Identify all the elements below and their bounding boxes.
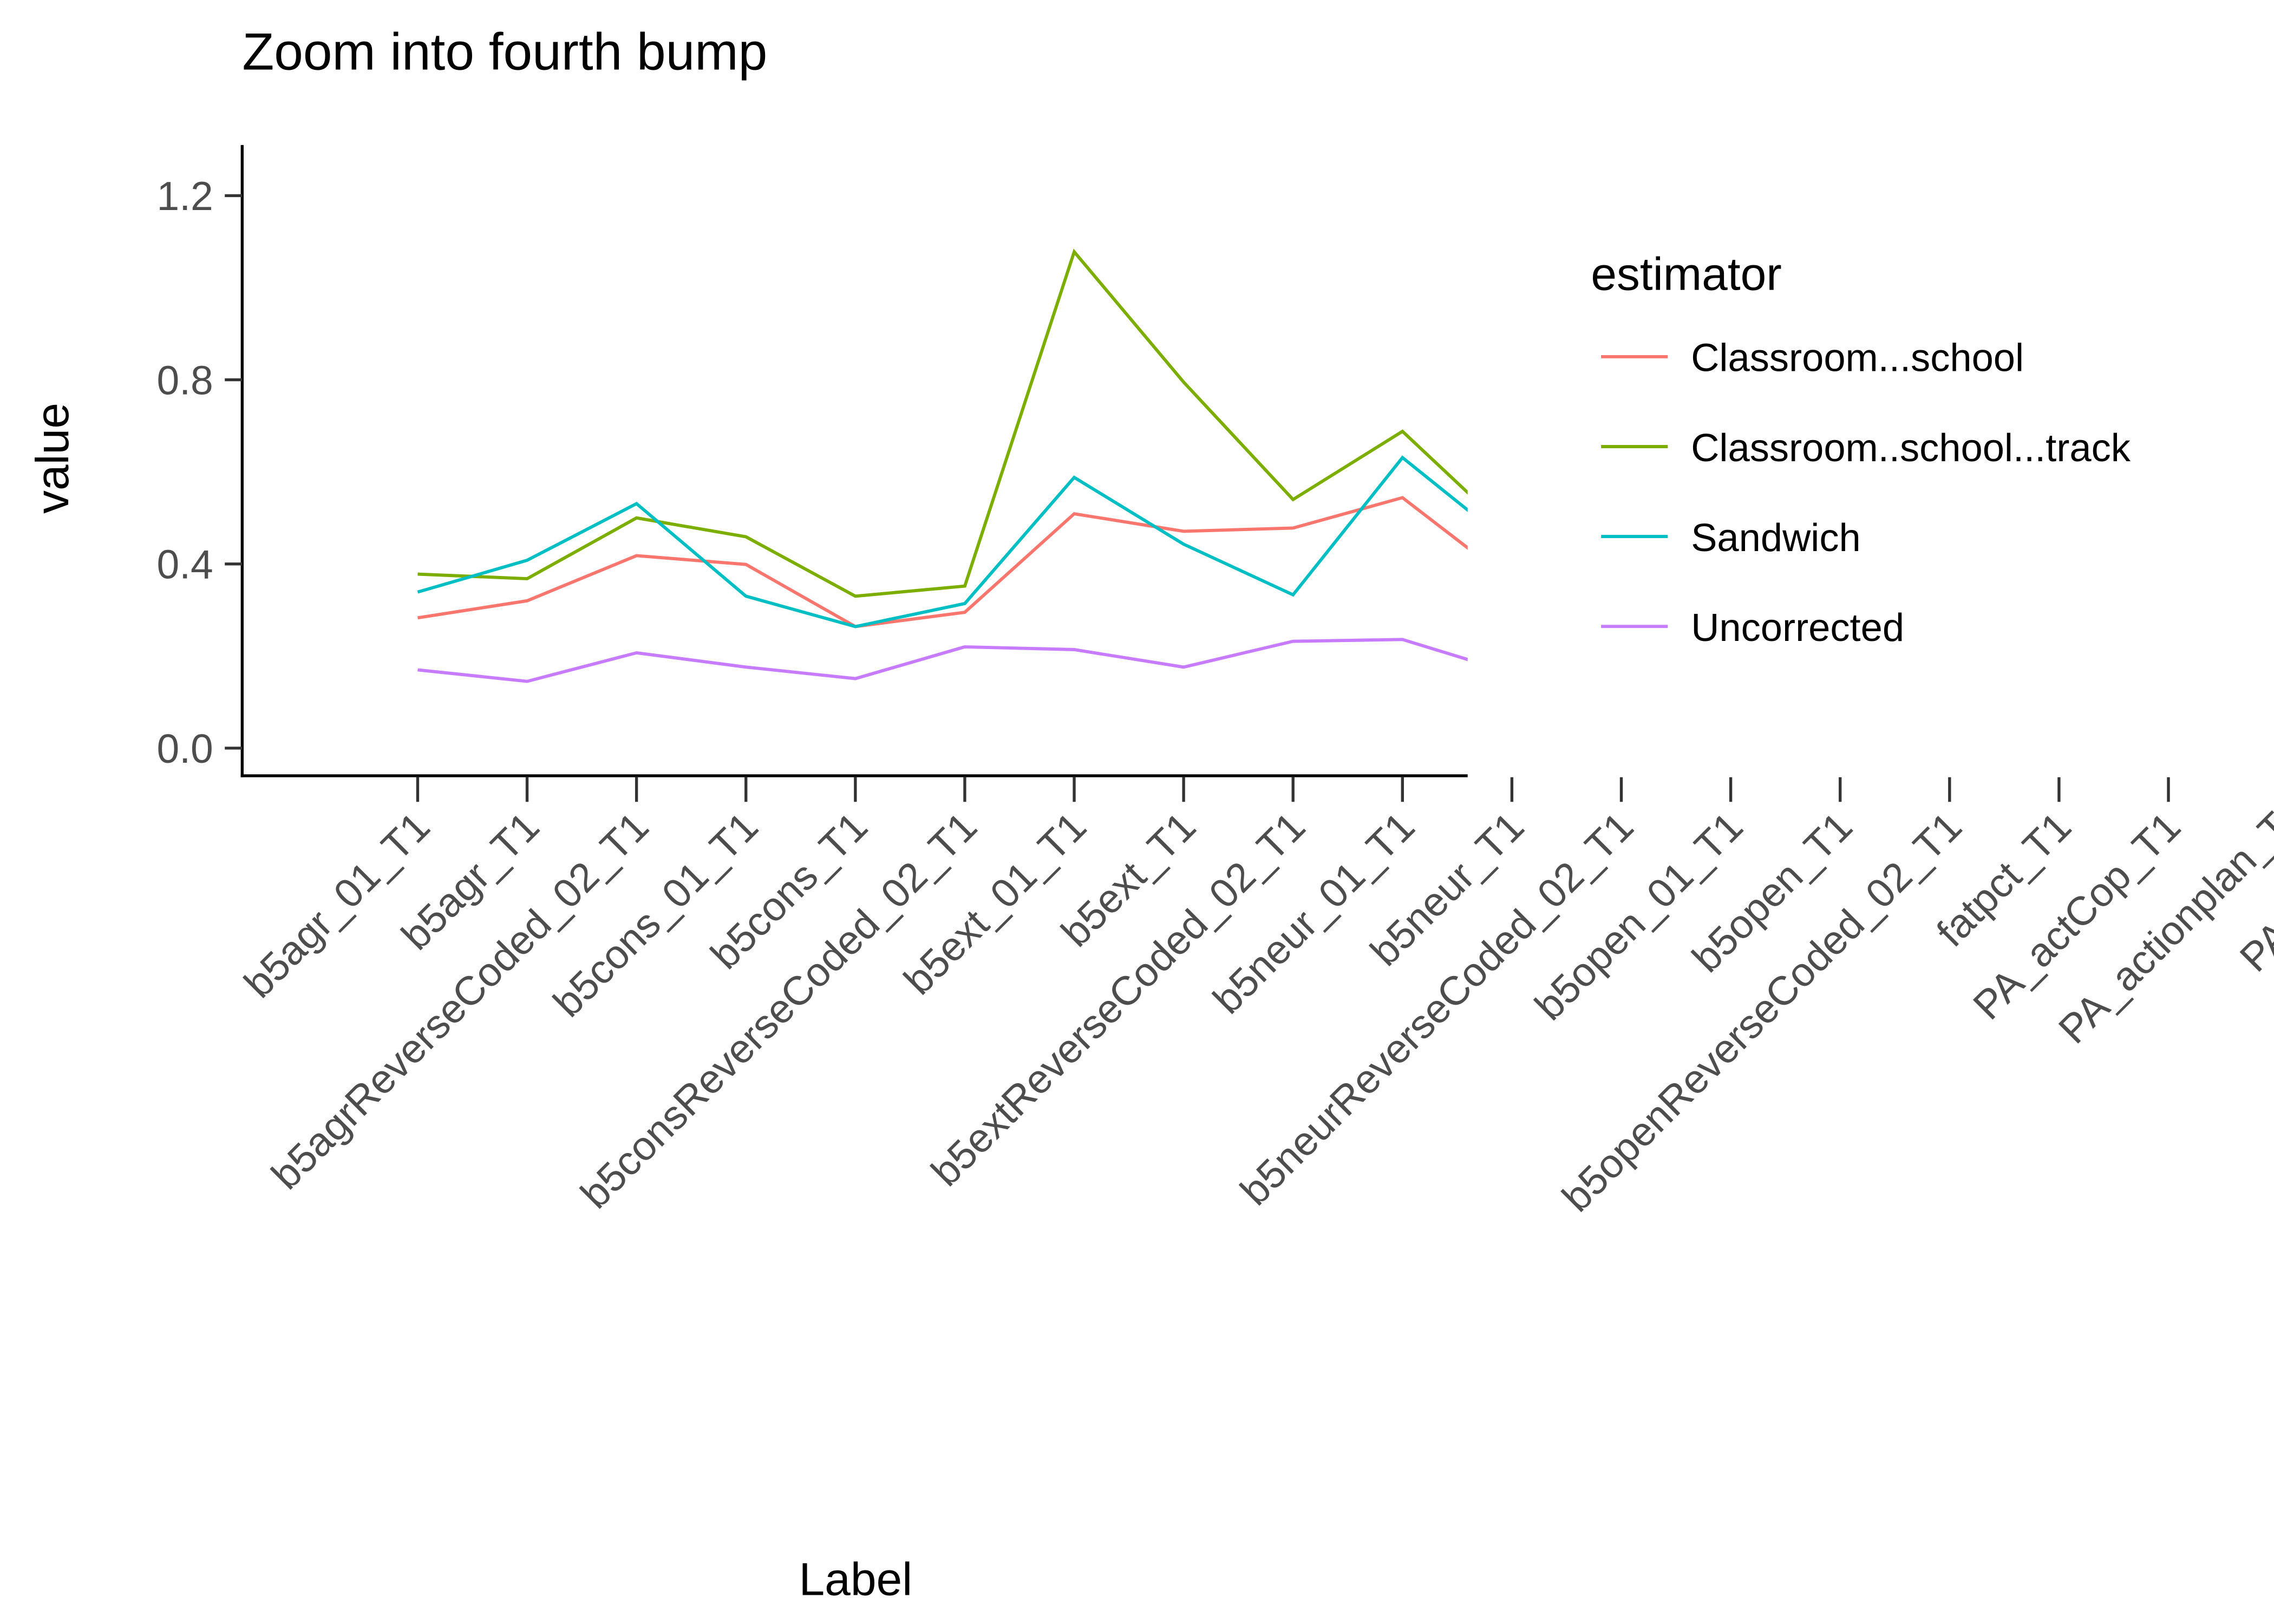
y-tick-label: 0.0 xyxy=(156,726,213,771)
y-tick-label: 0.4 xyxy=(156,542,213,587)
legend-label: Sandwich xyxy=(1691,516,1861,560)
plot-lines xyxy=(417,248,1468,683)
chart-title: Zoom into fourth bump xyxy=(242,23,767,81)
y-tick-label: 1.2 xyxy=(156,173,213,219)
x-axis-title: Label xyxy=(799,1553,913,1605)
x-tick-label: b5consReverseCoded_02_T1 xyxy=(572,803,985,1217)
legend-label: Classroom..school...track xyxy=(1691,427,2131,470)
legend-label: Classroom...school xyxy=(1691,337,2024,380)
series-line xyxy=(417,248,1468,598)
legend-title: estimator xyxy=(1591,248,1781,300)
series-line xyxy=(417,638,1468,683)
legend-label: Uncorrected xyxy=(1691,606,1904,650)
x-tick-label: b5agr_01_T1 xyxy=(236,803,439,1006)
series-line xyxy=(417,455,1468,628)
y-tick-label: 0.8 xyxy=(156,357,213,403)
y-axis-title: value xyxy=(27,403,79,514)
x-tick-label: b5openReverseCoded_02_T1 xyxy=(1553,803,1970,1220)
x-tick-label: b5neurReverseCoded_02_T1 xyxy=(1231,803,1642,1214)
series-line xyxy=(417,496,1468,628)
